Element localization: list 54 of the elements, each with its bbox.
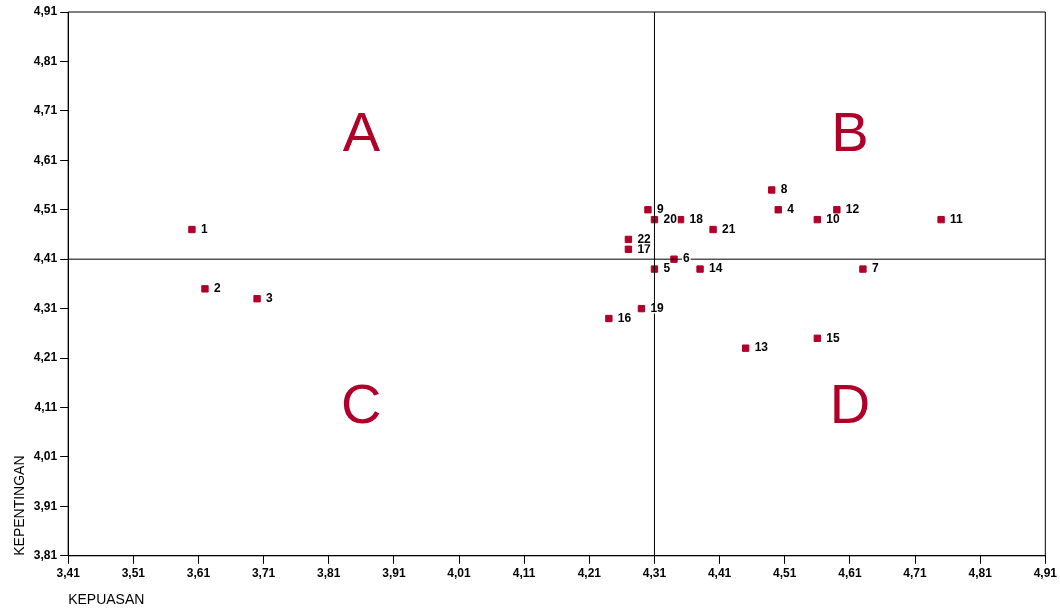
x-tick-label: 3,81	[317, 566, 341, 581]
x-tick-label: 3,41	[56, 566, 81, 581]
annotation: 3	[266, 291, 274, 306]
annotation: 14	[709, 261, 723, 276]
annotation: 2	[213, 281, 221, 296]
annotation: B	[831, 100, 869, 164]
x-tick-label: 4,41	[707, 566, 732, 581]
x-tick-label: 3,61	[186, 566, 211, 581]
x-tick-label: 4,01	[447, 566, 472, 581]
annotation: 7	[871, 261, 879, 276]
y-tick-label: 4,51	[33, 202, 58, 217]
x-tick-label: 4,21	[577, 566, 602, 581]
annotation: A	[342, 100, 381, 164]
x-tick-label: 4,91	[1033, 566, 1058, 581]
x-tick-label: 4,31	[642, 566, 667, 581]
x-tick-label: 3,91	[382, 566, 406, 581]
x-tick-label: 4,81	[968, 566, 993, 581]
y-tick-label: 4,31	[33, 300, 58, 315]
x-tick-label: 4,71	[903, 566, 928, 581]
x-tick-label: 4,51	[773, 566, 797, 581]
annotation: 21	[722, 221, 736, 236]
annotation: 5	[663, 261, 671, 276]
y-tick-label: 4,71	[33, 103, 58, 118]
annotation: 13	[754, 340, 769, 355]
y-tick-label: 4,61	[33, 152, 58, 167]
y-tick-label: 4,41	[33, 251, 58, 266]
annotation: 6	[683, 251, 690, 266]
x-tick-label: 4,11	[512, 566, 536, 581]
y-tick-label: 3,81	[33, 548, 58, 563]
annotation: 4	[787, 202, 795, 217]
y-tick-label: 3,91	[33, 498, 58, 513]
annotation: 15	[826, 330, 840, 345]
annotation: 11	[950, 211, 964, 226]
annotation: D	[829, 371, 871, 435]
y-tick-label: 4,91	[33, 4, 58, 19]
x-axis-title: KEPUASAN	[68, 591, 145, 608]
annotation: 1	[200, 221, 208, 236]
x-tick-label: 4,61	[838, 566, 862, 581]
annotation: 8	[780, 182, 788, 197]
annotation: 12	[845, 202, 860, 217]
y-axis-title: KEPENTINGAN	[11, 455, 28, 556]
annotation: 9	[656, 202, 664, 217]
x-tick-label: 3,71	[251, 566, 276, 581]
y-tick-label: 4,21	[33, 350, 58, 365]
y-tick-label: 4,81	[33, 53, 58, 68]
annotation: 10	[826, 211, 840, 226]
annotation: 20	[663, 211, 678, 226]
annotation: 18	[689, 211, 704, 226]
x-tick-label: 3,51	[121, 566, 146, 581]
annotation: C	[341, 371, 382, 435]
y-tick-label: 4,01	[33, 449, 58, 464]
annotation: 19	[650, 300, 665, 315]
y-tick-label: 4,11	[34, 399, 58, 414]
annotation: 16	[617, 310, 632, 325]
